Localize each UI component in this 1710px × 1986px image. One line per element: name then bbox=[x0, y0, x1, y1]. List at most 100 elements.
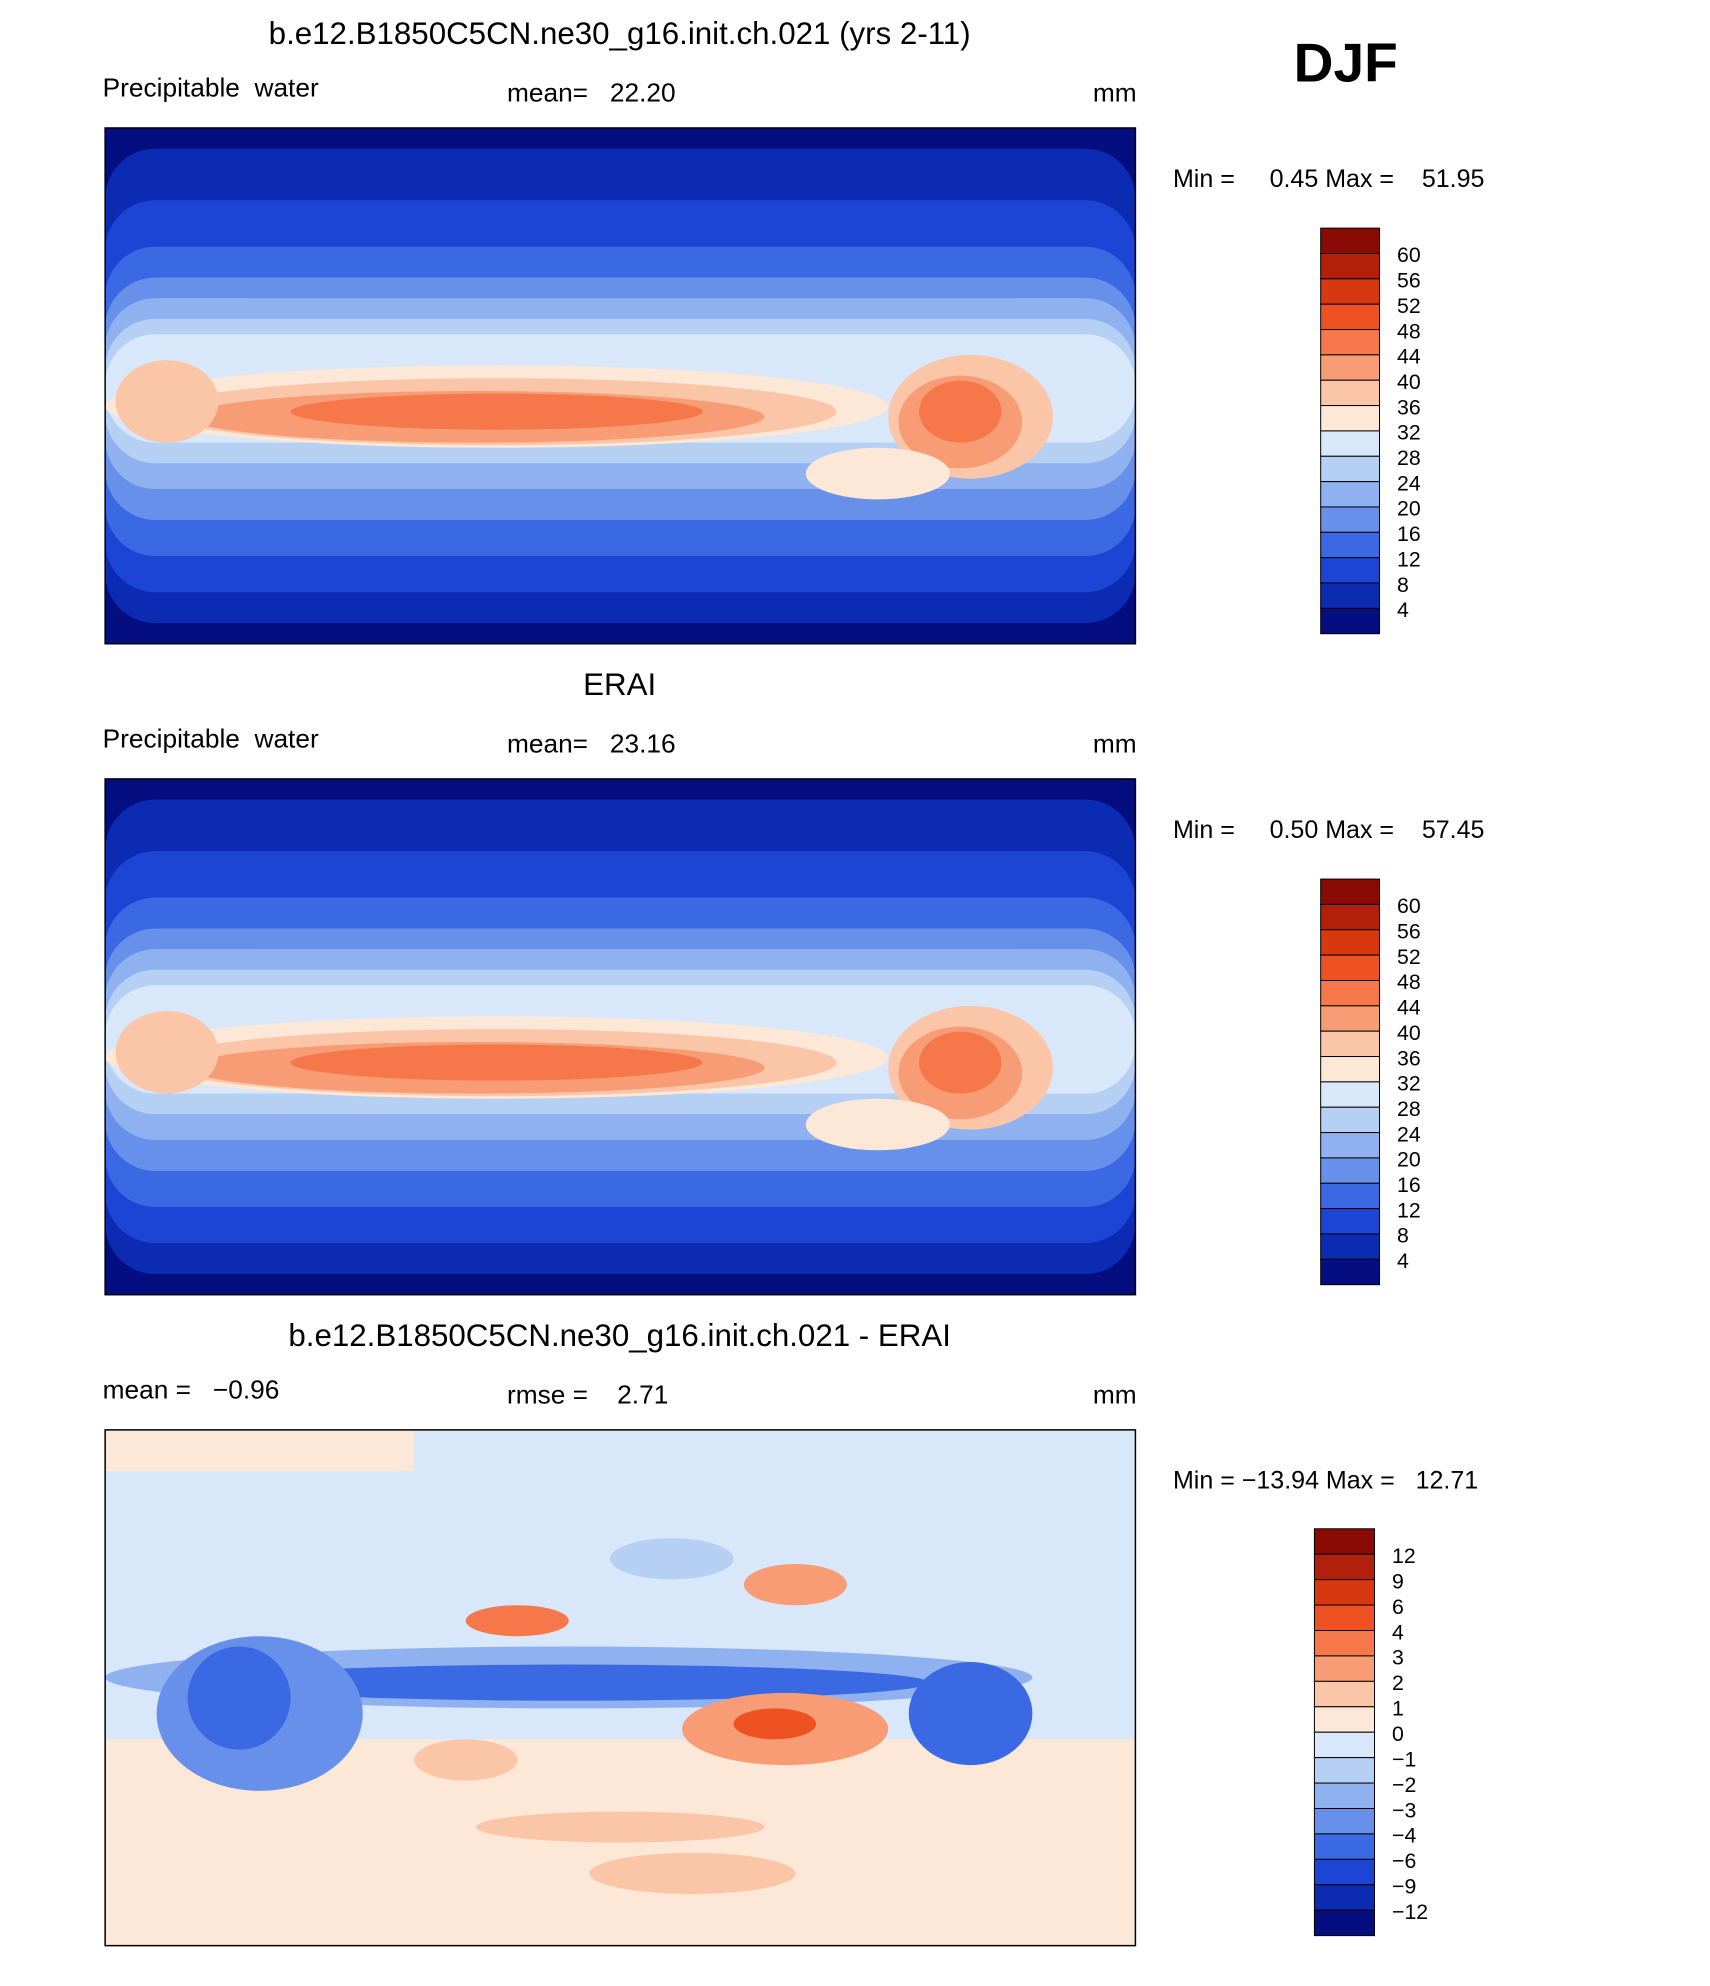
map-contour bbox=[908, 1661, 1033, 1766]
colorbar-label: −9 bbox=[1392, 1875, 1416, 1899]
colorbar-label: 16 bbox=[1397, 1173, 1421, 1197]
colorbar-label: −2 bbox=[1392, 1773, 1416, 1797]
colorbar-label: 52 bbox=[1397, 945, 1421, 969]
center-label: rmse = 2.71 bbox=[507, 1380, 668, 1410]
units-label: mm bbox=[1093, 1380, 1137, 1410]
colorbar-label: 56 bbox=[1397, 269, 1421, 293]
map-contour bbox=[733, 1708, 817, 1740]
colorbar-label: 28 bbox=[1397, 446, 1421, 470]
map-contour bbox=[589, 1852, 796, 1895]
colorbar-box bbox=[1320, 1208, 1381, 1235]
map-contour bbox=[208, 1664, 930, 1701]
colorbar-label: −1 bbox=[1392, 1747, 1416, 1771]
colorbar-label: 60 bbox=[1397, 243, 1421, 267]
colorbar-label: 32 bbox=[1397, 421, 1421, 445]
colorbar-box bbox=[1320, 227, 1381, 254]
map-contour bbox=[115, 1011, 219, 1094]
colorbar-box bbox=[1320, 506, 1381, 533]
map bbox=[105, 127, 1136, 644]
map-frame bbox=[104, 1429, 1137, 1947]
colorbar-label: 4 bbox=[1397, 1249, 1409, 1273]
colorbar-box bbox=[1313, 1807, 1376, 1835]
center-label: mean= 22.20 bbox=[507, 78, 676, 108]
panel: b.e12.B1850C5CN.ne30_g16.init.ch.021 (yr… bbox=[103, 16, 1484, 645]
map-contour bbox=[805, 447, 950, 500]
colorbar-label: −3 bbox=[1392, 1798, 1416, 1822]
colorbar-box bbox=[1313, 1782, 1376, 1809]
colorbar-label: 48 bbox=[1397, 319, 1421, 343]
map-contour bbox=[115, 360, 219, 443]
colorbar-label: 16 bbox=[1397, 522, 1421, 546]
colorbar-label: 2 bbox=[1392, 1671, 1404, 1695]
map-contour bbox=[609, 1538, 734, 1580]
colorbar-box bbox=[1320, 1081, 1381, 1108]
map-contour bbox=[290, 1044, 703, 1081]
colorbar-box bbox=[1320, 979, 1381, 1007]
colorbar-box bbox=[1313, 1858, 1376, 1886]
colorbar-box bbox=[1313, 1579, 1376, 1606]
colorbar-box bbox=[1313, 1884, 1376, 1911]
colorbar-label: 44 bbox=[1397, 996, 1421, 1020]
colorbar-label: 24 bbox=[1397, 1122, 1421, 1146]
map-contour bbox=[919, 1031, 1002, 1094]
colorbar-label: 20 bbox=[1397, 497, 1421, 521]
colorbar-box bbox=[1320, 878, 1381, 905]
colorbar-box bbox=[1320, 1132, 1381, 1159]
map-contour bbox=[919, 380, 1002, 443]
colorbar-box bbox=[1313, 1629, 1376, 1657]
colorbar-box bbox=[1313, 1757, 1376, 1784]
colorbar-box bbox=[1313, 1909, 1376, 1937]
colorbar-label: 60 bbox=[1397, 894, 1421, 918]
colorbar-box bbox=[1320, 252, 1381, 280]
colorbar-box bbox=[1320, 430, 1381, 457]
map-frame bbox=[104, 778, 1137, 1296]
map-contour bbox=[105, 1429, 415, 1472]
colorbar-box bbox=[1320, 481, 1381, 508]
panel: b.e12.B1850C5CN.ne30_g16.init.ch.021 - E… bbox=[103, 1318, 1478, 1947]
colorbar-label: 9 bbox=[1392, 1569, 1404, 1593]
range-label: Min = 0.50 Max = 57.45 bbox=[1173, 816, 1484, 844]
colorbar-label: 12 bbox=[1397, 547, 1421, 571]
colorbar-box bbox=[1320, 1157, 1381, 1184]
colorbar-label: 28 bbox=[1397, 1097, 1421, 1121]
colorbar-box bbox=[1320, 607, 1381, 635]
colorbar-box bbox=[1320, 1182, 1381, 1210]
colorbar-box bbox=[1320, 903, 1381, 931]
colorbar-label: 1 bbox=[1392, 1697, 1404, 1721]
map bbox=[105, 778, 1136, 1295]
colorbar-label: 4 bbox=[1397, 598, 1409, 622]
units-label: mm bbox=[1093, 729, 1137, 759]
colorbar-label: 24 bbox=[1397, 471, 1421, 495]
colorbar-box bbox=[1313, 1680, 1376, 1708]
units-label: mm bbox=[1093, 78, 1137, 108]
panel-title: ERAI bbox=[583, 667, 656, 702]
range-label: Min = −13.94 Max = 12.71 bbox=[1173, 1467, 1478, 1495]
colorbar-label: 48 bbox=[1397, 970, 1421, 994]
colorbar-label: 6 bbox=[1392, 1595, 1404, 1619]
season-label: DJF bbox=[1294, 32, 1398, 94]
colorbar-label: 12 bbox=[1392, 1544, 1416, 1568]
panel-title: b.e12.B1850C5CN.ne30_g16.init.ch.021 - E… bbox=[288, 1318, 951, 1353]
map-contour bbox=[290, 393, 703, 430]
map-contour bbox=[476, 1811, 765, 1843]
colorbar-label: 3 bbox=[1392, 1646, 1404, 1670]
colorbar-box bbox=[1313, 1553, 1376, 1581]
colorbar-label: 4 bbox=[1392, 1620, 1404, 1644]
colorbar-box bbox=[1320, 455, 1381, 483]
colorbar-box bbox=[1313, 1528, 1376, 1555]
range-label: Min = 0.45 Max = 51.95 bbox=[1173, 165, 1484, 193]
map-contour bbox=[187, 1646, 291, 1750]
panel-title: b.e12.B1850C5CN.ne30_g16.init.ch.021 (yr… bbox=[269, 16, 971, 51]
colorbar-label: 12 bbox=[1397, 1198, 1421, 1222]
colorbar-label: 20 bbox=[1397, 1148, 1421, 1172]
map bbox=[105, 1429, 1136, 1946]
colorbar-label: 0 bbox=[1392, 1722, 1404, 1746]
map-frame bbox=[104, 127, 1137, 645]
colorbar-box bbox=[1320, 329, 1381, 356]
colorbar-label: 36 bbox=[1397, 395, 1421, 419]
left-label: mean = −0.96 bbox=[103, 1375, 280, 1405]
colorbar-label: 32 bbox=[1397, 1072, 1421, 1096]
colorbar-box bbox=[1313, 1731, 1376, 1759]
panel: ERAI Precipitable water mean= 23.16 mm Min =… bbox=[103, 667, 1484, 1296]
colorbar-label: 36 bbox=[1397, 1046, 1421, 1070]
